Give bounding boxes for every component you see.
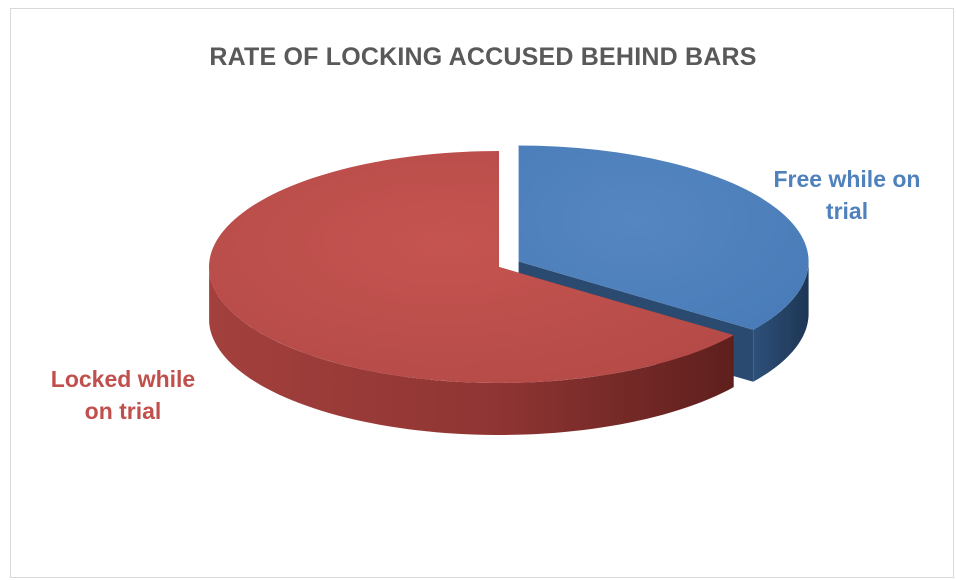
pie-slice-label: Locked while on trial: [51, 366, 195, 424]
chart-title: RATE OF LOCKING ACCUSED BEHIND BARS: [209, 43, 757, 71]
pie-chart: Free while on trial Locked while on trial: [51, 145, 921, 435]
chart-frame: RATE OF LOCKING ACCUSED BEHIND BARS Free…: [10, 8, 954, 578]
pie-slice-side: [209, 270, 734, 435]
pie-slice[interactable]: [518, 145, 809, 330]
pie-slice[interactable]: [208, 150, 734, 383]
pie-slice-side: [753, 262, 809, 382]
pie-slice-label: Free while on trial: [774, 166, 921, 224]
